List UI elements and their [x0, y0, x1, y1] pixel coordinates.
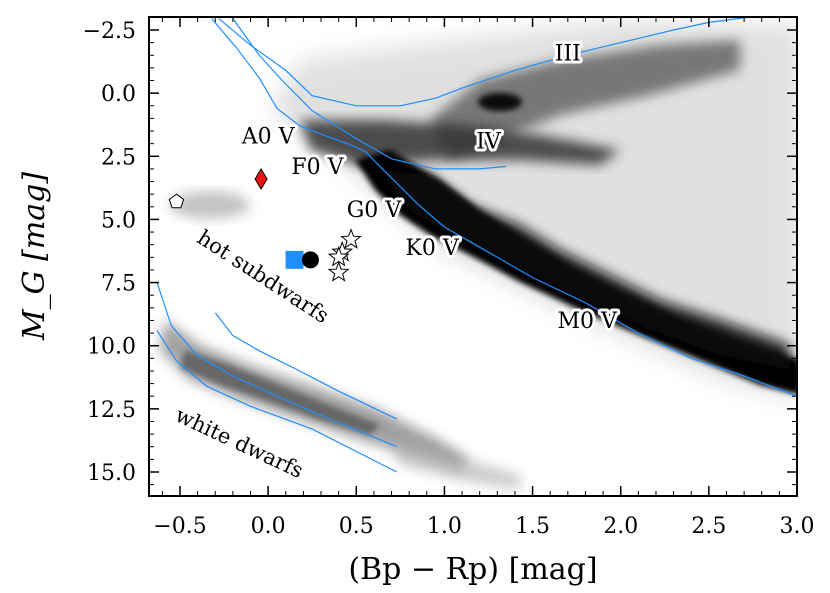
black-circle-marker: [301, 251, 319, 269]
x-tick-label: 2.0: [603, 514, 638, 539]
spectral-label-halo: IV: [476, 130, 502, 155]
x-tick-label: 0.0: [251, 514, 286, 539]
y-tick-label: 7.5: [101, 272, 136, 297]
x-tick-label: 0.5: [339, 514, 374, 539]
series-layer: [156, 17, 797, 473]
density-background: [160, 20, 797, 490]
spectral-label: K0 VK0 V: [402, 233, 462, 264]
y-tick-label: 2.5: [101, 145, 136, 170]
spectral-label-halo: M0 V: [558, 309, 619, 334]
x-axis-label: (Bp − Rp) [mag]: [348, 552, 597, 587]
y-axis-label: M_G [mag]: [17, 172, 52, 341]
isochrone-1: [211, 18, 797, 397]
y-tick-label: 5.0: [101, 208, 136, 233]
spectral-label-halo: A0 V: [241, 125, 296, 150]
ticks-layer: −0.5 0.0 0.5 1.0 1.5 2.0 2.5 3.0 −2.5 0.0 2.5 5.0 7.…: [83, 16, 815, 539]
density-red-clump: [478, 93, 522, 111]
density-white-dwarfs-core: [180, 350, 380, 435]
spectral-label-text: K0 V: [405, 236, 459, 261]
x-tick-label: −0.5: [153, 514, 206, 539]
spectral-label-halo: K0 V: [405, 236, 459, 261]
star-4-marker: [327, 261, 350, 282]
density-giants: [430, 40, 740, 160]
density-hot-subdwarfs: [170, 191, 250, 219]
spectral-label-halo: F0 V: [291, 155, 344, 180]
x-tick-label: 3.0: [780, 514, 815, 539]
density-white-dwarfs: [160, 320, 470, 470]
spectral-label-text: M0 V: [558, 309, 619, 334]
y-tick-label: 12.5: [87, 398, 136, 423]
spectral-label: M0 VM0 V: [555, 306, 622, 337]
spectral-label-text: IV: [476, 130, 502, 155]
spectral-label: A0 VA0 V: [238, 122, 299, 153]
y-tick-label: 15.0: [87, 461, 136, 486]
spectral-label-halo: G0 V: [347, 198, 403, 223]
spectral-label-halo: III: [555, 41, 581, 66]
blue-square-marker: [285, 250, 304, 269]
spectral-label: G0 VG0 V: [344, 195, 406, 226]
x-tick-label: 1.5: [515, 514, 550, 539]
region-label: hot subdwarfs: [193, 225, 333, 328]
density-white-dwarf-tail: [390, 440, 520, 490]
star-1-marker: [340, 228, 362, 249]
red-diamond-marker: [254, 168, 268, 190]
y-tick-label: −2.5: [83, 19, 136, 44]
y-tick-label: 10.0: [87, 335, 136, 360]
y-tick-label: 0.0: [101, 82, 136, 107]
x-tick-label: 1.0: [427, 514, 462, 539]
density-main-sequence-core: [380, 170, 790, 370]
spectral-label: F0 VF0 V: [288, 152, 347, 183]
spectral-label-text: A0 V: [241, 125, 296, 150]
plot-frame: [148, 16, 798, 497]
white-dwarf-track-3: [156, 330, 398, 473]
isochrone-2: [232, 18, 507, 170]
spectral-labels: A0 VA0 VF0 VF0 V G0 VG0 V K0 VK0 V M0 VM0 V…: [238, 38, 622, 337]
spectral-label-text: G0 V: [347, 198, 403, 223]
white-dwarf-track-2: [156, 282, 398, 448]
isochrone-3: [218, 17, 748, 107]
x-tick-label: 2.5: [691, 514, 726, 539]
white-dwarf-track-1: [214, 312, 398, 420]
spectral-label-text: F0 V: [291, 155, 344, 180]
white-pentagon-marker: [168, 193, 185, 209]
spectral-label-text: III: [555, 41, 581, 66]
markers-layer: [168, 168, 362, 282]
